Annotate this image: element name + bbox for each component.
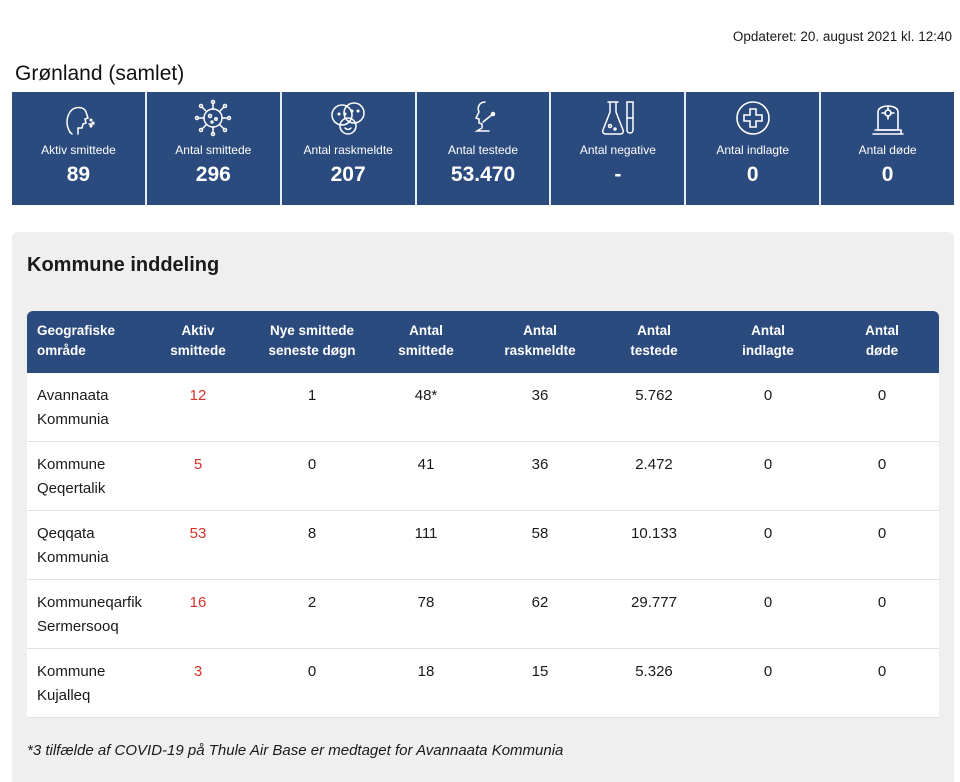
gravestone-icon <box>871 105 904 135</box>
stat-hospitalized: Antal indlagte 0 <box>686 92 822 205</box>
cell-infected: 48* <box>414 387 438 404</box>
municipality-table: Geografiske område Aktiv smittede Nye smit… <box>27 311 939 718</box>
cell-active: 16 <box>189 594 207 611</box>
cell-infected: 78 <box>417 594 435 611</box>
cell-active: 5 <box>193 456 203 473</box>
footnote: *3 tilfælde af COVID-19 på Thule Air Bas… <box>27 742 564 759</box>
stat-label: Antal døde <box>858 143 917 157</box>
cell-recovered: 58 <box>531 525 549 542</box>
header-recovered: Antal raskmeldte <box>504 323 576 358</box>
table-row: Kommuneqarfik Sermersooq 16 2 78 62 29.77… <box>27 580 939 649</box>
cell-dead: 0 <box>877 456 887 473</box>
cell-infected: 18 <box>417 663 435 680</box>
cell-active: 53 <box>189 525 207 542</box>
stat-value: 207 <box>330 163 366 186</box>
cell-recovered: 15 <box>531 663 549 680</box>
cell-new: 0 <box>307 456 317 473</box>
header-active: Aktiv smittede <box>170 323 226 358</box>
cell-area: Avannaata Kommunia <box>37 387 109 428</box>
cell-new: 1 <box>307 387 317 404</box>
cell-active: 3 <box>193 663 203 680</box>
stat-value: 0 <box>746 163 759 186</box>
stat-value: 0 <box>881 163 894 186</box>
cell-new: 0 <box>307 663 317 680</box>
header-area: Geografiske område <box>37 323 116 358</box>
cell-dead: 0 <box>877 387 887 404</box>
cell-recovered: 36 <box>531 387 549 404</box>
cell-tested: 10.133 <box>631 525 677 542</box>
hospital-cross-icon <box>735 101 770 135</box>
cell-tested: 5.326 <box>635 663 673 680</box>
cell-new: 2 <box>307 594 317 611</box>
stat-tested: Antal testede 53.470 <box>417 92 552 205</box>
table-row: Kommune Qeqertalik 5 0 41 36 2.472 0 0 <box>27 442 939 511</box>
stat-label: Antal raskmeldte <box>303 143 393 157</box>
cell-area: Kommune Kujalleq <box>37 663 106 704</box>
cell-dead: 0 <box>877 525 887 542</box>
cell-infected: 41 <box>417 456 435 473</box>
virus-icon <box>195 99 232 137</box>
cell-recovered: 62 <box>531 594 549 611</box>
stat-value: 296 <box>195 163 231 186</box>
stat-negative: Antal negative - <box>551 92 687 205</box>
table-row: Qeqqata Kommunia 53 8 111 58 10.133 0 0 <box>27 511 939 580</box>
header-tested: Antal testede <box>630 323 678 358</box>
updated-timestamp: Opdateret: 20. august 2021 kl. 12:40 <box>732 29 952 44</box>
stat-label: Antal indlagte <box>716 143 790 157</box>
cell-infected: 111 <box>414 525 438 542</box>
stat-value: 89 <box>66 163 91 186</box>
cell-tested: 2.472 <box>635 456 673 473</box>
header-new: Nye smittede seneste døgn <box>268 323 356 358</box>
summary-stats-bar: Aktiv smittede 89 Antal smittede 296 Ant… <box>12 92 954 205</box>
stat-active-infected: Aktiv smittede 89 <box>12 92 147 205</box>
recovered-faces-icon <box>331 102 365 135</box>
stat-value: - <box>614 163 622 186</box>
table-row: Avannaata Kommunia 12 1 48* 36 5.762 0 0 <box>27 373 939 442</box>
lab-flask-icon <box>601 101 634 135</box>
stat-value: 53.470 <box>450 163 516 186</box>
coughing-person-icon <box>66 106 96 135</box>
cell-dead: 0 <box>877 663 887 680</box>
stat-label: Antal testede <box>447 143 519 157</box>
cell-tested: 5.762 <box>635 387 673 404</box>
stat-deaths: Antal døde 0 <box>821 92 954 205</box>
municipality-panel: Kommune inddeling Geografiske område Akti… <box>12 232 954 782</box>
cell-hospitalized: 0 <box>763 594 773 611</box>
cell-hospitalized: 0 <box>763 525 773 542</box>
stat-label: Aktiv smittede <box>41 143 116 157</box>
cell-tested: 29.777 <box>631 594 677 611</box>
cell-area: Kommuneqarfik Sermersooq <box>37 594 143 635</box>
swab-test-icon <box>474 101 496 132</box>
panel-title: Kommune inddeling <box>27 254 220 276</box>
cell-hospitalized: 0 <box>763 663 773 680</box>
cell-area: Kommune Qeqertalik <box>37 456 106 497</box>
cell-hospitalized: 0 <box>763 387 773 404</box>
cell-active: 12 <box>189 387 207 404</box>
cell-dead: 0 <box>877 594 887 611</box>
cell-recovered: 36 <box>531 456 549 473</box>
region-title: Grønland (samlet) <box>15 62 185 85</box>
table-row: Kommune Kujalleq 3 0 18 15 5.326 0 0 <box>27 649 939 718</box>
cell-area: Qeqqata Kommunia <box>37 525 109 566</box>
stat-label: Antal smittede <box>175 143 252 157</box>
cell-new: 8 <box>307 525 317 542</box>
header-infected: Antal smittede <box>398 323 454 358</box>
stat-recovered: Antal raskmeldte 207 <box>282 92 417 205</box>
header-hospitalized: Antal indlagte <box>742 323 794 358</box>
cell-hospitalized: 0 <box>763 456 773 473</box>
table-header: Geografiske område Aktiv smittede Nye smit… <box>27 311 939 373</box>
header-dead: Antal døde <box>865 323 899 358</box>
stat-label: Antal negative <box>579 143 656 157</box>
stat-total-infected: Antal smittede 296 <box>147 92 282 205</box>
